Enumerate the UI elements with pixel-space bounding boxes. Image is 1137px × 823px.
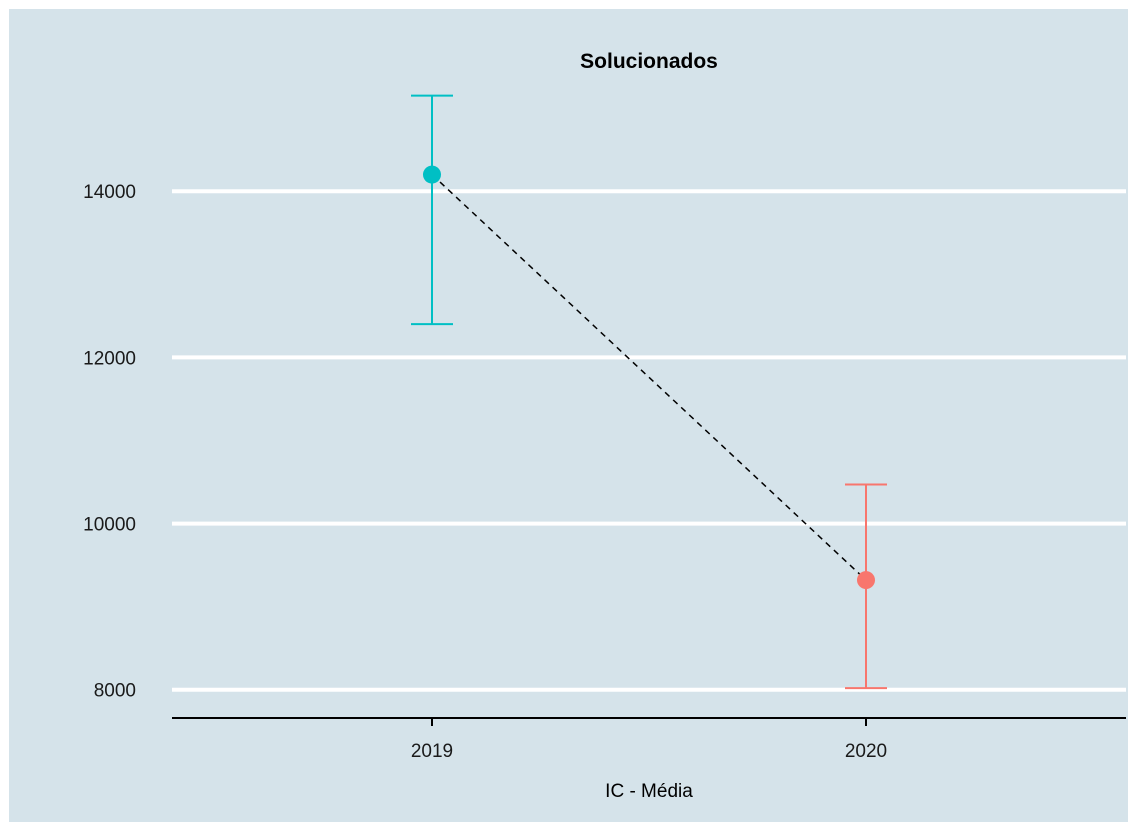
x-axis-label: IC - Média (605, 781, 693, 802)
x-tick-label-2020: 2020 (845, 741, 887, 762)
y-tick-labels: 8000 10000 12000 14000 (83, 182, 136, 702)
plot-background (9, 9, 1128, 822)
x-ticks: 2019 2020 (411, 718, 887, 762)
y-tick-label-12000: 12000 (83, 348, 136, 369)
chart-title: Solucionados (580, 50, 718, 73)
mean-point-2020 (857, 571, 875, 590)
x-tick-label-2019: 2019 (411, 741, 453, 762)
y-tick-label-10000: 10000 (83, 515, 136, 536)
mean-point-2019 (423, 165, 441, 184)
mean-points (423, 165, 875, 590)
y-tick-label-8000: 8000 (94, 681, 136, 702)
y-tick-label-14000: 14000 (83, 182, 136, 203)
gridlines (172, 189, 1126, 692)
